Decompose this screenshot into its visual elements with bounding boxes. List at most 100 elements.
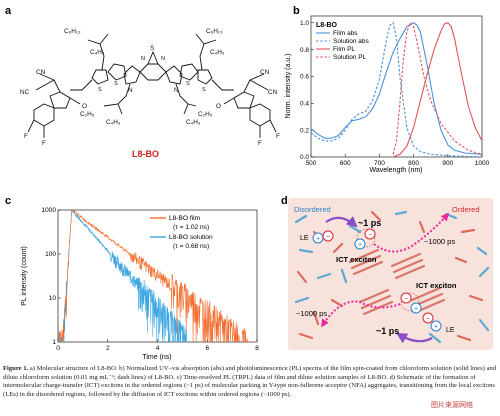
- chart-b-y-label: Norm. intensity (a.u.): [285, 54, 292, 119]
- side-chain-n-left: [103, 83, 131, 107]
- thiophene-ring-right-outer: [197, 69, 213, 85]
- thiophene-ring-left-outer: [91, 69, 109, 85]
- panel-label-c: c: [5, 195, 11, 207]
- chart-b-legend-title: L8-BO: [316, 22, 338, 29]
- le-electron-bottom: [422, 312, 434, 324]
- figure-caption: Figure 1. a) Molecular structure of L8-B…: [3, 365, 497, 415]
- side-chain-top-left: [87, 39, 105, 71]
- transition-arrow-bottom: [396, 332, 433, 344]
- label-atom-s-right-outer: S: [202, 87, 206, 93]
- side-chain-top-left-branch: [99, 33, 109, 45]
- chart-b-legend-label: Solution PL: [333, 54, 367, 61]
- label-atom-n-right: N: [174, 87, 179, 94]
- label-c4-bottom-right: C₄H₉: [186, 119, 201, 126]
- time-label-1ps-bottom: ~1 ps: [376, 326, 399, 336]
- label-atom-o-right: O: [216, 103, 221, 110]
- source-watermark: 图片来源网络: [431, 402, 473, 409]
- label-nc-left: NC: [20, 89, 30, 96]
- panel-label-b: b: [293, 5, 300, 17]
- ict-electron-left: [364, 228, 376, 240]
- chart-b-series-line: [311, 21, 482, 157]
- chart-c-series-line: [58, 210, 257, 342]
- chart-c-legend: L8-BO film (τ = 1.02 ns) L8-BO solution (τ …: [150, 215, 213, 250]
- ict-hole-left: [354, 238, 366, 250]
- chart-b-legend-label: Solution abs: [333, 38, 370, 45]
- indanone-benzene-right: [249, 103, 271, 127]
- thiophene-ring-left-inner: [107, 63, 127, 81]
- label-atom-n-top-left: N: [141, 56, 145, 62]
- caption-figure-label: Figure 1.: [3, 365, 29, 372]
- chart-c-x-tick-label: 4: [156, 345, 160, 352]
- indanone-five-ring-right: [233, 91, 255, 109]
- chart-b-y-tick-label: 0.0: [300, 154, 309, 161]
- le-hole-sign-top: +: [316, 236, 320, 243]
- ict-hole-sign-right: +: [414, 306, 418, 313]
- disordered-molecules: [294, 210, 490, 344]
- le-exciton-bottom: − + LE: [422, 312, 455, 334]
- label-f-left-a: F: [24, 133, 28, 140]
- label-f-right-b: F: [258, 140, 262, 147]
- label-atom-s-top: S: [150, 45, 154, 52]
- chart-b-y-tick-label: 0.2: [300, 127, 309, 134]
- label-atom-o-left: O: [82, 103, 87, 110]
- chart-c-y-tick-label: 1: [52, 339, 56, 346]
- le-label-top: LE: [300, 235, 309, 242]
- chart-b-frame: [310, 15, 483, 158]
- label-c4-right: C₄H₉: [210, 49, 225, 56]
- chart-b-y-tick-label: 1.0: [300, 20, 309, 27]
- chart-b-y-tick-label: 0.8: [300, 47, 309, 54]
- indanone-five-ring-left: [49, 91, 71, 109]
- chart-c-x-tick-label: 0: [56, 345, 60, 352]
- ict-orbit-right: [400, 292, 420, 312]
- cn-bond-right-b: [249, 79, 269, 91]
- label-c6-left: C₆H₁₃: [64, 28, 81, 35]
- chart-b-y-ticks: 0.0 0.2 0.4 0.6 0.8 1.0: [300, 20, 314, 161]
- le-electron-sign-top: −: [326, 234, 330, 241]
- label-atom-s-left-outer: S: [98, 87, 102, 93]
- chart-c-x-tick-label: 2: [106, 345, 110, 352]
- chart-b-series-line: [392, 22, 482, 157]
- thiadiazole-ring: [147, 50, 159, 65]
- label-c6-right: C₆H₁₃: [206, 28, 223, 35]
- panel-b: b 500 600 700 800 900 1000 0.0 0.2 0.4 0.6 0.8 1.0…: [285, 5, 490, 174]
- chart-c-x-tick-label: 6: [205, 345, 209, 352]
- thiophene-ring-right-inner: [179, 63, 199, 81]
- dicyano-bond-right: [243, 79, 251, 93]
- chart-b-x-tick-label: 600: [340, 160, 351, 167]
- le-electron-top: [322, 230, 334, 242]
- panel-c: c 0 2 4 6 8 1 10 100 1000 L8-BO film (τ = 1.02 n…: [5, 195, 259, 361]
- ict-electron-sign-left: −: [368, 232, 372, 239]
- pyrrole-ring-right: [165, 65, 183, 85]
- panel-label-d: d: [281, 195, 288, 207]
- carbonyl-bond-right: [223, 97, 235, 105]
- chart-b-legend-label: Film abs: [333, 30, 358, 37]
- molecule-structure: [27, 33, 277, 138]
- f-bond-left-a: [27, 119, 35, 133]
- chart-c-legend-label: L8-BO solution: [169, 234, 213, 241]
- label-f-right-a: F: [276, 133, 280, 140]
- label-c4-left: C₄H₉: [90, 49, 105, 56]
- chart-c-y-label: PL intensity (count): [21, 246, 28, 306]
- diffusion-arrow-top: [373, 212, 450, 253]
- chart-c-y-tick-label: 10: [49, 295, 57, 302]
- time-label-1000ps-top: ~1000 ps: [424, 237, 455, 246]
- chart-c-legend-label: L8-BO film: [169, 215, 201, 222]
- ict-exciton-left: + − ICT exciton: [336, 228, 377, 264]
- vinyl-linker-left: [70, 79, 93, 91]
- label-cn-right-top: CN: [260, 69, 270, 76]
- cn-bond-right-a: [249, 73, 265, 81]
- label-cn-right: CN: [268, 89, 278, 96]
- label-f-left-b: F: [42, 140, 46, 147]
- chart-b-legend-label: Film PL: [333, 46, 355, 53]
- carbonyl-bond-left: [69, 97, 81, 105]
- ict-label-left: ICT exciton: [336, 255, 377, 264]
- le-hole-sign-bottom: +: [434, 324, 438, 331]
- label-atom-s-right-inner: S: [186, 81, 190, 87]
- time-label-1ps-top: ~1 ps: [358, 218, 381, 228]
- chart-b-x-tick-label: 800: [408, 160, 419, 167]
- panel-label-a: a: [5, 5, 12, 17]
- ict-hole-sign-left: +: [358, 242, 362, 249]
- le-electron-sign-bottom: −: [426, 316, 430, 323]
- chart-c-series-line: [58, 210, 188, 342]
- dicyano-bond-left: [53, 79, 61, 93]
